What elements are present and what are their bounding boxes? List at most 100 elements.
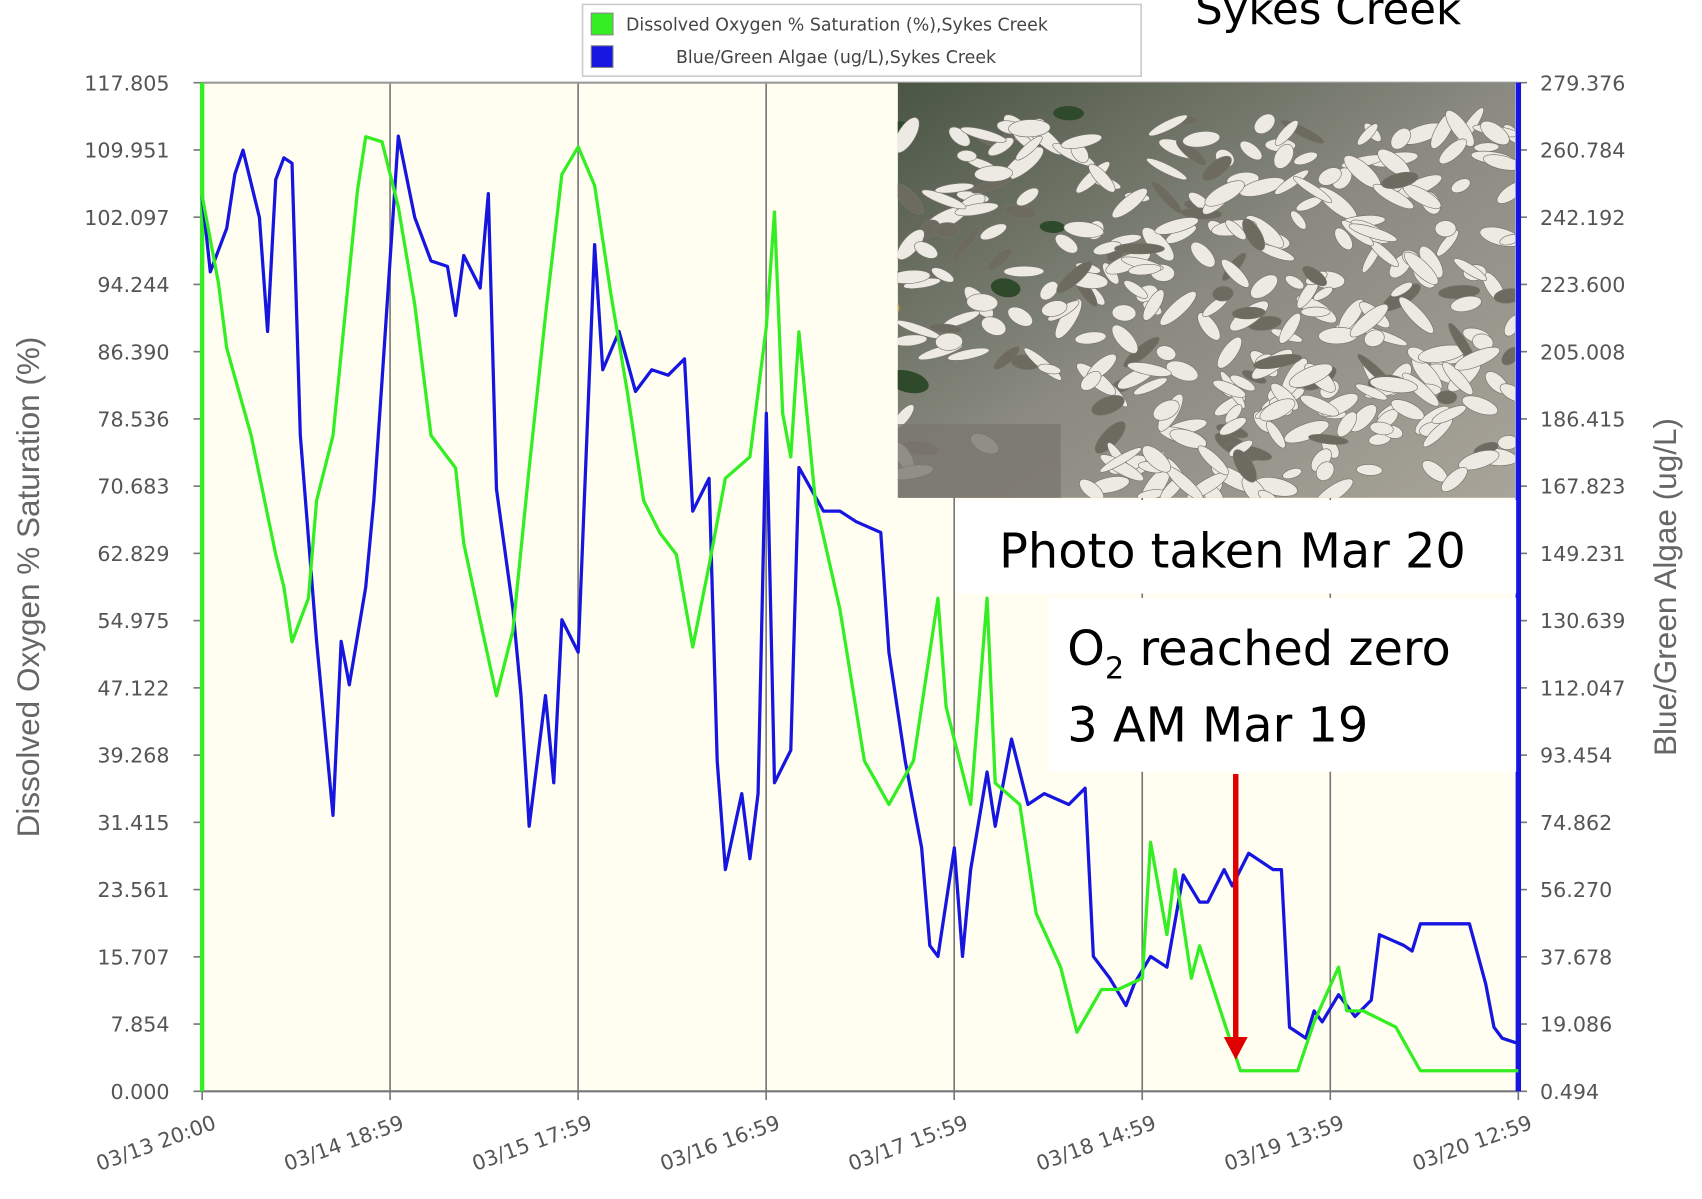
x-tick-label: 03/17 15:59 bbox=[845, 1110, 971, 1175]
photo-fish bbox=[1229, 374, 1256, 392]
y2-tick-label: 56.270 bbox=[1540, 878, 1612, 902]
caption-box bbox=[956, 500, 1517, 594]
photo-fish bbox=[956, 149, 978, 162]
photo-fish bbox=[897, 334, 928, 347]
photo-fish bbox=[1079, 478, 1105, 498]
photo-fish bbox=[1282, 468, 1302, 480]
photo-fish bbox=[1054, 234, 1079, 254]
x-tick-label: 03/13 20:00 bbox=[93, 1110, 219, 1175]
photo-fish bbox=[1334, 227, 1353, 251]
y-tick-label: 102.097 bbox=[84, 206, 169, 230]
y-axis-title: Dissolved Oxygen % Saturation (%) bbox=[10, 337, 46, 838]
y-tick-label: 15.707 bbox=[97, 945, 169, 969]
series-line bbox=[200, 135, 1519, 1073]
photo-rock bbox=[897, 423, 1061, 498]
photo-fish bbox=[1165, 360, 1199, 382]
photo-fish bbox=[1273, 143, 1294, 169]
photo-fish bbox=[1356, 464, 1383, 476]
photo-fish bbox=[1501, 346, 1516, 366]
photo-fish bbox=[1442, 361, 1474, 396]
photo-fish bbox=[1074, 331, 1107, 345]
photo-fish bbox=[1091, 395, 1125, 416]
photo-fish bbox=[1056, 261, 1093, 294]
photo-fish bbox=[1176, 139, 1207, 166]
y-tick-label: 117.805 bbox=[84, 71, 169, 95]
photo-fish bbox=[1239, 140, 1263, 161]
photo-fish bbox=[1232, 449, 1257, 483]
photo-fish bbox=[1313, 286, 1333, 301]
photo-fish bbox=[1111, 304, 1137, 322]
photo-fish bbox=[1381, 171, 1419, 189]
photo-fish bbox=[933, 222, 960, 239]
photo-fish bbox=[1300, 394, 1340, 417]
photo-fish bbox=[1431, 405, 1467, 424]
arrow-head bbox=[1223, 1036, 1248, 1060]
photo-fish bbox=[1099, 447, 1142, 473]
y2-tick-label: 19.086 bbox=[1540, 1013, 1612, 1037]
photo-fish bbox=[1231, 306, 1266, 320]
o2-note-subscript: 2 bbox=[1105, 651, 1124, 686]
o2-note-line2: 3 AM Mar 19 bbox=[1067, 698, 1368, 753]
photo-fish bbox=[1007, 306, 1033, 327]
photo-fish bbox=[1253, 353, 1303, 370]
photo-fish bbox=[1363, 329, 1385, 347]
chart-title: Sykes Creek bbox=[1195, 0, 1462, 35]
photo-fish bbox=[1483, 154, 1516, 171]
photo-fish bbox=[1127, 362, 1172, 377]
photo-fish bbox=[1453, 258, 1488, 282]
photo-fish bbox=[1336, 411, 1357, 438]
photo-fish bbox=[1278, 312, 1301, 344]
photo-fish bbox=[1318, 167, 1342, 186]
y2-tick-label: 0.494 bbox=[1540, 1080, 1599, 1104]
photo-fish bbox=[897, 269, 931, 284]
x-tick-label: 03/14 18:59 bbox=[281, 1110, 407, 1175]
photo-fish bbox=[1390, 281, 1413, 298]
photo-fish bbox=[1114, 243, 1165, 255]
y-tick-label: 86.390 bbox=[97, 340, 169, 364]
x-tick-label: 03/18 14:59 bbox=[1033, 1110, 1159, 1175]
o2-note-rest: reached zero bbox=[1124, 622, 1450, 677]
y-tick-label: 54.975 bbox=[97, 609, 169, 633]
photo-fish bbox=[897, 183, 924, 215]
photo-leaf bbox=[1053, 106, 1084, 121]
note-box bbox=[1048, 597, 1517, 772]
photo bbox=[897, 82, 1516, 498]
photo-fish bbox=[1221, 259, 1250, 288]
photo-fish bbox=[951, 224, 982, 261]
photo-fish bbox=[1493, 288, 1516, 304]
photo-fish bbox=[1197, 312, 1221, 341]
photo-fish bbox=[1454, 346, 1501, 371]
legend-swatch bbox=[590, 45, 614, 69]
photo-fish bbox=[1436, 390, 1458, 405]
photo-fish bbox=[1434, 220, 1457, 238]
photo-fish bbox=[1497, 435, 1516, 450]
y2-tick-label: 279.376 bbox=[1540, 71, 1625, 95]
y-tick-label: 78.536 bbox=[97, 408, 169, 432]
y-tick-label: 94.244 bbox=[97, 273, 169, 297]
photo-fish bbox=[1438, 138, 1467, 165]
photo-fish bbox=[897, 404, 915, 430]
photo-fish bbox=[1450, 295, 1482, 313]
photo-fish bbox=[987, 248, 1012, 270]
photo-fish bbox=[1293, 151, 1318, 166]
y2-tick-label: 37.678 bbox=[1540, 945, 1612, 969]
photo-fish bbox=[1285, 275, 1305, 290]
photo-fish bbox=[1039, 281, 1059, 301]
photo-fish bbox=[1369, 376, 1418, 394]
o2-note-prefix: O bbox=[1067, 622, 1105, 677]
photo-fish bbox=[1390, 399, 1425, 421]
y-tick-label: 7.854 bbox=[110, 1013, 169, 1037]
photo-fish bbox=[1348, 223, 1398, 242]
photo-fish bbox=[1314, 478, 1354, 498]
photo-fish bbox=[1217, 336, 1243, 369]
photo-fish bbox=[1224, 404, 1243, 424]
photo-fish bbox=[1123, 280, 1148, 299]
photo-fish bbox=[1148, 114, 1188, 137]
photo-fish bbox=[1315, 461, 1335, 481]
photo-fish bbox=[1092, 241, 1122, 256]
photo-fish bbox=[1445, 109, 1475, 147]
photo-fish bbox=[1225, 219, 1247, 240]
photo-fish bbox=[960, 126, 1007, 143]
